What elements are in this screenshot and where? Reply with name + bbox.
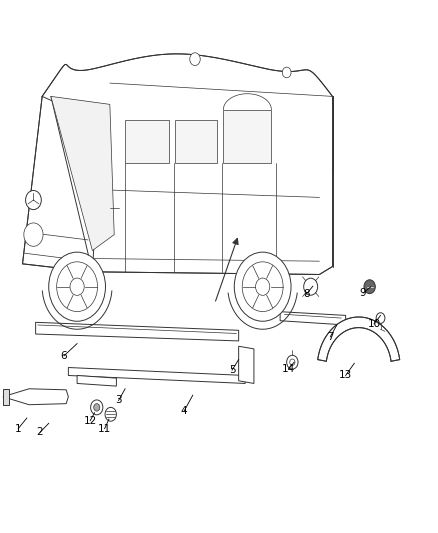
- Circle shape: [70, 278, 84, 295]
- Polygon shape: [175, 120, 217, 163]
- Circle shape: [49, 252, 106, 321]
- Circle shape: [105, 407, 117, 421]
- Circle shape: [242, 262, 283, 312]
- Text: 10: 10: [367, 319, 381, 329]
- Text: 8: 8: [303, 289, 310, 299]
- Polygon shape: [280, 312, 346, 325]
- Text: 7: 7: [327, 332, 334, 342]
- Circle shape: [287, 356, 298, 369]
- Polygon shape: [68, 368, 245, 383]
- Text: 9: 9: [360, 288, 367, 298]
- Text: 14: 14: [282, 364, 296, 374]
- Circle shape: [283, 67, 291, 78]
- Circle shape: [255, 278, 270, 295]
- Text: 4: 4: [181, 406, 187, 416]
- Text: 3: 3: [115, 395, 122, 406]
- Polygon shape: [125, 120, 169, 163]
- Circle shape: [25, 190, 41, 209]
- Polygon shape: [51, 96, 114, 251]
- Text: 5: 5: [229, 365, 235, 375]
- Circle shape: [94, 403, 100, 411]
- Text: 12: 12: [84, 416, 97, 426]
- Circle shape: [304, 278, 318, 295]
- Circle shape: [24, 223, 43, 246]
- Text: 11: 11: [98, 424, 111, 434]
- Circle shape: [364, 280, 375, 294]
- Text: 1: 1: [15, 424, 21, 434]
- Circle shape: [57, 262, 98, 312]
- Polygon shape: [3, 389, 10, 405]
- Polygon shape: [3, 389, 68, 405]
- Circle shape: [190, 53, 200, 66]
- Polygon shape: [318, 317, 400, 361]
- Circle shape: [234, 252, 291, 321]
- Polygon shape: [35, 322, 239, 341]
- Polygon shape: [77, 375, 117, 386]
- Polygon shape: [239, 346, 254, 383]
- Polygon shape: [42, 54, 332, 274]
- Text: 6: 6: [61, 351, 67, 361]
- Circle shape: [290, 359, 295, 366]
- Text: 13: 13: [339, 370, 352, 381]
- Polygon shape: [223, 110, 272, 163]
- Text: 2: 2: [37, 427, 43, 438]
- Circle shape: [376, 313, 385, 324]
- Circle shape: [91, 400, 103, 415]
- Polygon shape: [22, 96, 101, 272]
